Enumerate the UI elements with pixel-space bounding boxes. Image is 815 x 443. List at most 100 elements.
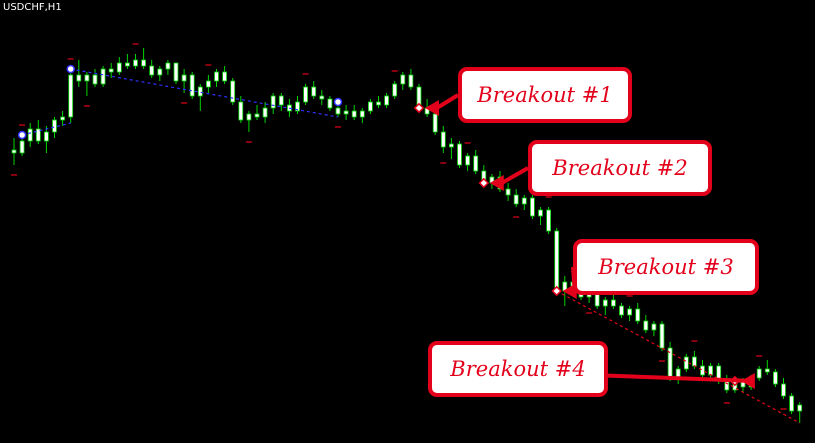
candle-body	[683, 356, 689, 370]
candle-body	[311, 86, 317, 97]
candle-body	[165, 62, 171, 70]
candle-body	[246, 113, 252, 121]
breakout-arrow-head	[425, 100, 439, 116]
breakout-marker	[551, 285, 563, 297]
breakout-3-callout: Breakout #3	[573, 239, 759, 295]
candle-body	[278, 95, 284, 106]
candle-body	[68, 74, 74, 118]
pivot-marker	[66, 64, 75, 74]
candle-body	[11, 149, 17, 154]
breakout-2-callout: Breakout #2	[528, 140, 712, 196]
candle-body	[432, 113, 438, 133]
candle-body	[773, 371, 778, 385]
candle-body	[530, 197, 535, 217]
candle-body	[724, 380, 730, 391]
candle-body	[262, 107, 268, 118]
candle-body	[92, 74, 98, 85]
trend-line-pre	[21, 122, 71, 136]
candle-body	[181, 74, 187, 82]
breakout-1-callout: Breakout #1	[458, 67, 632, 123]
breakout-arrow-head	[489, 175, 504, 191]
candle-body	[44, 131, 49, 142]
candle-body	[108, 68, 114, 73]
candle-body	[635, 308, 641, 322]
candle-body	[473, 155, 479, 172]
candle-body	[189, 74, 195, 97]
breakout-1-label: Breakout #1	[477, 83, 613, 107]
candle-body	[116, 62, 122, 73]
candle-body	[619, 305, 624, 316]
candle-body	[659, 323, 665, 349]
candle-body	[797, 404, 803, 412]
candle-body	[756, 368, 762, 379]
candle-body	[708, 365, 713, 376]
pivot-marker	[17, 130, 27, 140]
candle-body	[327, 98, 333, 109]
candle-body	[700, 365, 705, 376]
candle-body	[141, 59, 147, 67]
candle-body	[764, 368, 770, 373]
candle-body	[157, 68, 163, 76]
candle-body	[149, 65, 155, 76]
candle-body	[205, 80, 211, 88]
candle-body	[457, 143, 462, 166]
candle-body	[319, 95, 325, 100]
candle-body	[627, 308, 632, 316]
breakout-marker	[413, 102, 425, 114]
candle-body	[546, 209, 551, 232]
candle-body	[35, 128, 41, 142]
candle-body	[100, 68, 106, 85]
candle-body	[351, 110, 357, 118]
candle-body	[602, 299, 608, 307]
candle-body	[384, 95, 390, 106]
candle-body	[440, 131, 446, 148]
candle-body	[214, 71, 219, 82]
candle-body	[125, 62, 130, 67]
breakout-3-label: Breakout #3	[598, 255, 734, 279]
candle-body	[781, 383, 786, 397]
candle-body	[19, 140, 25, 154]
candle-body	[448, 143, 454, 148]
candle-body	[173, 62, 179, 82]
candle-body	[538, 209, 543, 217]
candle-body	[76, 74, 82, 82]
candle-body	[295, 101, 300, 112]
breakout-4-callout: Breakout #4	[428, 341, 608, 397]
candle-body	[367, 101, 373, 112]
candle-body	[27, 128, 33, 142]
candle-body	[651, 323, 657, 331]
candle-body	[359, 110, 365, 118]
candle-body	[521, 197, 527, 205]
breakout-marker	[478, 177, 490, 189]
candle-body	[376, 101, 381, 106]
candle-body	[52, 119, 57, 133]
candle-body	[408, 74, 414, 88]
trend-line-post	[556, 290, 800, 424]
breakout-arrow-shaft	[435, 93, 460, 110]
breakout-arrow-shaft	[500, 166, 529, 185]
candle-body	[465, 155, 471, 166]
candle-body	[611, 299, 616, 307]
candle-body	[254, 113, 260, 118]
candle-body	[222, 71, 228, 82]
candle-body	[554, 230, 560, 292]
candle-body	[238, 101, 244, 121]
candle-body	[513, 194, 519, 205]
candle-body	[343, 110, 349, 115]
candle-body	[643, 320, 649, 331]
candle-body	[133, 59, 138, 67]
candle-body	[400, 74, 406, 85]
chart-title: USDCHF,H1	[3, 2, 62, 13]
candle-body	[505, 188, 511, 196]
breakout-4-label: Breakout #4	[450, 357, 586, 381]
trend-line-pre	[70, 68, 339, 118]
candle-body	[303, 86, 309, 103]
candle-body	[197, 86, 203, 97]
candle-body	[84, 74, 90, 82]
candle-body	[60, 116, 65, 121]
candle-body	[230, 80, 236, 103]
breakout-arrow-head	[740, 373, 755, 389]
pivot-marker	[333, 97, 343, 107]
candle-body	[692, 356, 697, 367]
